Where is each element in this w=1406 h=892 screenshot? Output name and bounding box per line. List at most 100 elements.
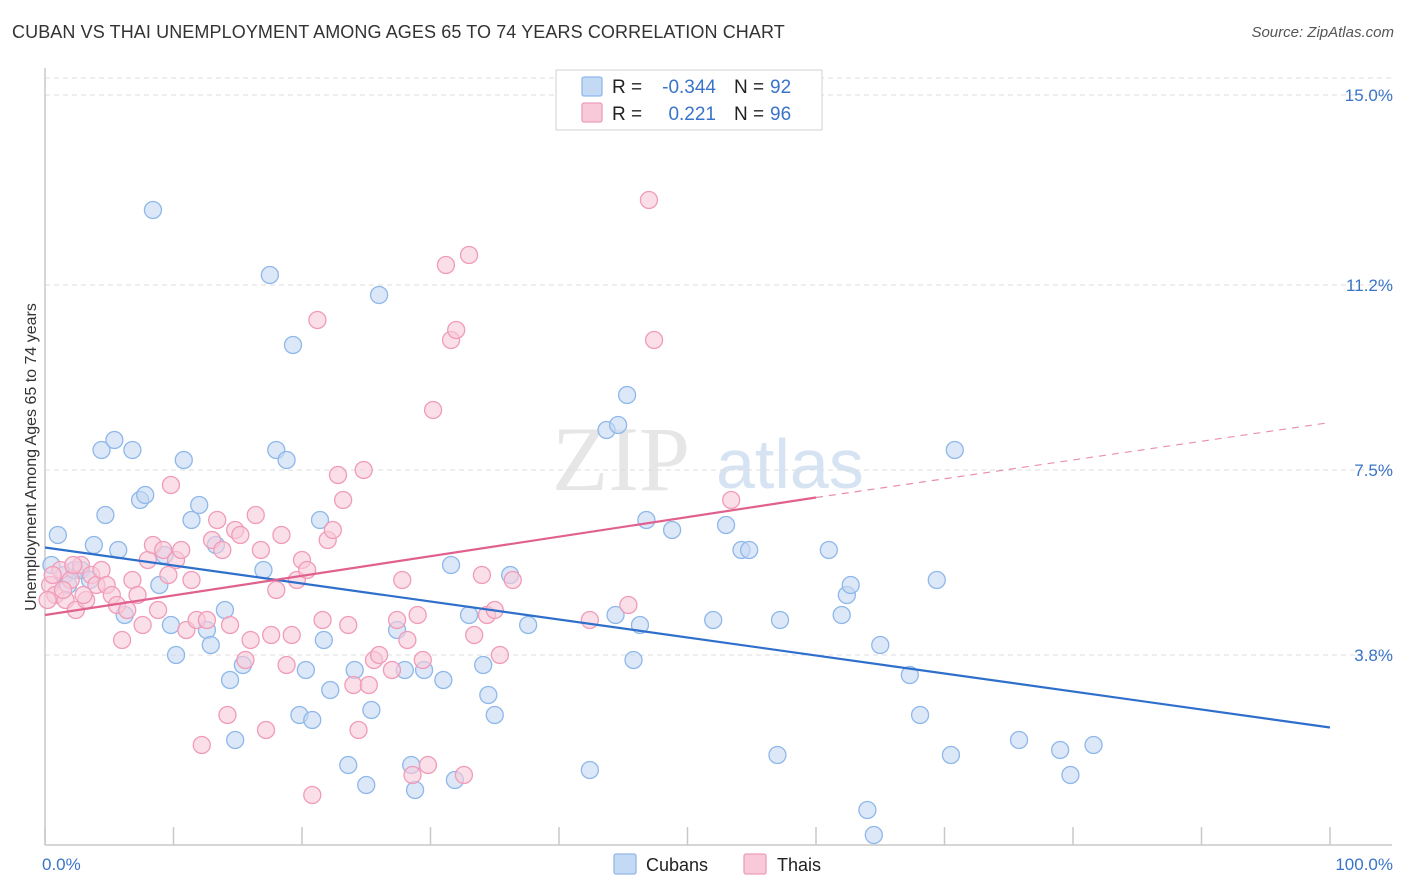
point-cubans-41 — [321, 680, 340, 700]
point-cubans-34 — [277, 450, 296, 470]
point-cubans-76 — [819, 540, 838, 560]
point-cubans-68 — [637, 510, 656, 530]
legend-r-label-thais: R = — [612, 104, 642, 125]
watermark: ZIP atlas — [552, 408, 864, 510]
bottom-legend-label-thais: Thais — [777, 855, 821, 875]
trend-lines — [44, 421, 1331, 729]
point-cubans-81 — [864, 825, 883, 845]
point-thais-86 — [580, 610, 599, 630]
point-thais-71 — [408, 605, 427, 625]
point-cubans-69 — [662, 520, 682, 540]
point-cubans-63 — [606, 605, 625, 625]
point-thais-70 — [403, 765, 422, 785]
point-thais-23 — [159, 565, 178, 585]
point-thais-39 — [236, 650, 255, 670]
point-thais-43 — [256, 720, 276, 740]
point-thais-79 — [459, 245, 479, 265]
point-cubans-53 — [441, 555, 461, 575]
point-thais-31 — [197, 610, 217, 630]
point-cubans-15 — [136, 485, 155, 505]
point-thais-34 — [213, 540, 232, 560]
point-thais-41 — [246, 505, 265, 525]
point-cubans-74 — [768, 745, 787, 765]
point-thais-42 — [251, 540, 271, 560]
point-cubans-65 — [617, 385, 637, 405]
point-thais-62 — [354, 460, 373, 480]
point-cubans-38 — [303, 710, 322, 730]
point-thais-95 — [74, 585, 93, 605]
point-thais-47 — [277, 655, 296, 675]
point-thais-46 — [272, 525, 291, 545]
point-thais-68 — [393, 570, 412, 590]
legend-swatch-thais — [581, 102, 603, 123]
point-thais-21 — [148, 600, 168, 620]
point-cubans-88 — [1009, 730, 1029, 750]
gridlines — [45, 77, 1392, 656]
point-cubans-1 — [48, 525, 67, 545]
point-thais-75 — [436, 255, 456, 275]
point-cubans-64 — [608, 415, 628, 435]
bottom-legend-swatch-thais — [743, 853, 767, 875]
point-cubans-91 — [1084, 735, 1103, 755]
point-thais-80 — [465, 625, 484, 645]
y-tick-label-1: 7.5% — [1354, 461, 1393, 480]
watermark-atlas: atlas — [716, 425, 864, 503]
tick-labels: 3.8% 7.5% 11.2% 15.0% 0.0% 100.0% — [42, 86, 1393, 874]
bottom-legend-swatch-cubans — [613, 853, 637, 875]
point-thais-33 — [208, 510, 227, 530]
point-thais-28 — [182, 570, 201, 590]
point-cubans-85 — [927, 570, 946, 590]
point-thais-72 — [413, 650, 432, 670]
point-thais-91 — [38, 590, 57, 610]
point-thais-60 — [344, 675, 363, 695]
point-thais-45 — [267, 580, 286, 600]
point-cubans-46 — [369, 285, 389, 305]
point-thais-88 — [639, 190, 659, 210]
point-cubans-13 — [123, 440, 142, 460]
point-cubans-52 — [434, 670, 453, 690]
point-thais-44 — [262, 625, 281, 645]
y-tick-label-3: 15.0% — [1345, 86, 1393, 105]
point-cubans-7 — [84, 535, 103, 555]
point-cubans-90 — [1061, 765, 1080, 785]
point-cubans-73 — [740, 540, 759, 560]
point-cubans-83 — [900, 665, 919, 685]
point-thais-87 — [619, 595, 638, 615]
point-thais-69 — [398, 630, 417, 650]
point-thais-61 — [349, 720, 368, 740]
point-cubans-23 — [190, 495, 209, 515]
point-thais-57 — [328, 465, 348, 485]
point-cubans-82 — [871, 635, 890, 655]
point-cubans-20 — [166, 645, 186, 665]
point-cubans-89 — [1051, 740, 1070, 760]
point-cubans-79 — [841, 575, 860, 595]
point-thais-84 — [490, 645, 510, 665]
point-thais-38 — [231, 525, 250, 545]
trend-line-cubans — [44, 546, 1331, 729]
point-thais-53 — [308, 310, 327, 330]
point-cubans-9 — [96, 505, 115, 525]
point-cubans-37 — [296, 660, 316, 680]
point-cubans-44 — [357, 775, 376, 795]
y-tick-label-0: 3.8% — [1354, 646, 1393, 665]
point-thais-58 — [333, 490, 353, 510]
point-cubans-75 — [770, 610, 790, 630]
point-thais-24 — [161, 475, 181, 495]
chart-source: Source: ZipAtlas.com — [1251, 24, 1394, 41]
point-thais-36 — [220, 615, 240, 635]
point-cubans-55 — [459, 605, 479, 625]
point-thais-74 — [423, 400, 443, 420]
point-thais-81 — [472, 565, 492, 585]
legend-r-value-cubans: -0.344 — [662, 77, 716, 98]
point-cubans-19 — [161, 615, 181, 635]
x-tick-label-max: 100.0% — [1335, 855, 1393, 874]
point-thais-65 — [369, 645, 389, 665]
point-cubans-50 — [405, 780, 425, 800]
trend-line-thais — [44, 496, 817, 617]
point-thais-14 — [112, 630, 132, 650]
x-tick-label-min: 0.0% — [42, 855, 81, 874]
point-thais-90 — [722, 490, 741, 510]
point-cubans-84 — [910, 705, 930, 725]
point-thais-52 — [303, 785, 322, 805]
